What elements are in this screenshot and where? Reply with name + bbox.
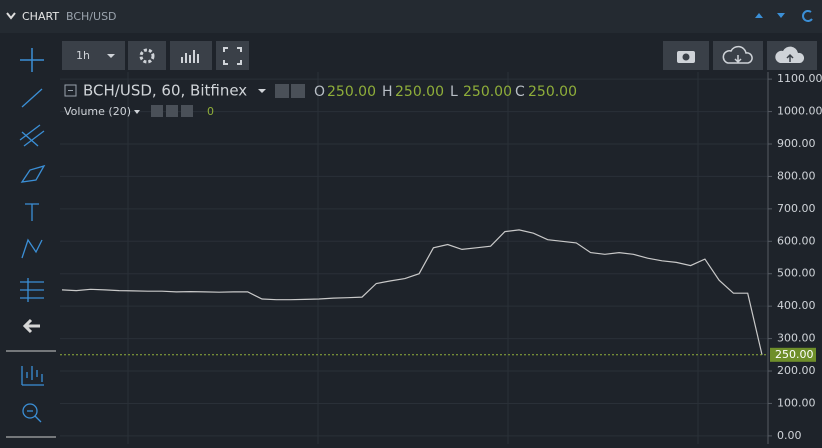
y-tick-label: 400.00 — [777, 299, 816, 312]
line-tool[interactable] — [21, 88, 43, 108]
left-toolbar — [0, 33, 58, 444]
ohlc-value: 250.00 — [528, 84, 577, 100]
last-price-box — [770, 347, 816, 362]
text-tool[interactable] — [25, 203, 39, 221]
camera-lens — [682, 53, 690, 61]
indicator-icon — [181, 50, 199, 63]
indicator-name: Volume (20) — [64, 105, 131, 118]
price-line — [61, 229, 763, 355]
upload-arrow — [786, 53, 794, 62]
header-bar — [0, 0, 822, 33]
y-tick-label: 600.00 — [777, 234, 816, 247]
cloud-download-icon — [722, 45, 753, 64]
measure-tool[interactable] — [20, 278, 44, 302]
header-title: CHART — [22, 10, 59, 23]
fullscreen-button[interactable] — [216, 41, 249, 70]
header-symbol: BCH/USD — [66, 10, 117, 23]
ohlc-value: 250.00 — [327, 84, 376, 100]
fullscreen-icon — [223, 47, 242, 65]
vertical-grid — [127, 72, 699, 444]
ohlc-key: L — [450, 84, 458, 100]
ohlc-value: 250.00 — [463, 84, 512, 100]
interval-select[interactable] — [62, 41, 125, 70]
y-tick-label: 0.00 — [777, 429, 802, 442]
gear-icon — [139, 48, 155, 64]
refresh-icon[interactable] — [802, 10, 813, 22]
ohlc-value: 250.00 — [395, 84, 444, 100]
pattern-tool[interactable] — [21, 238, 43, 259]
zoom-tool[interactable] — [22, 403, 42, 423]
down-icon[interactable] — [777, 13, 785, 18]
title-caret[interactable] — [258, 89, 266, 93]
settings-button[interactable] — [128, 41, 166, 70]
ohlc-key: H — [382, 84, 393, 100]
indicators-tool[interactable] — [21, 366, 44, 386]
ohlc-key: C — [515, 84, 525, 100]
back-tool[interactable] — [22, 318, 40, 334]
y-tick-label: 500.00 — [777, 267, 816, 280]
interval-label: 1h — [76, 49, 90, 62]
last-price-label: 250.00 — [775, 348, 814, 361]
fib-tool[interactable] — [19, 124, 45, 147]
crosshair-tool[interactable] — [20, 48, 44, 72]
plot-area — [60, 72, 768, 444]
indicator-controls[interactable] — [151, 105, 193, 117]
y-tick-label: 900.00 — [777, 137, 816, 150]
y-tick-label: 1100.00 — [777, 72, 822, 85]
dropdown-caret — [107, 54, 115, 58]
y-tick-label: 800.00 — [777, 169, 816, 182]
collapse-box[interactable] — [64, 84, 77, 97]
indicator-caret[interactable] — [134, 110, 140, 114]
brush-tool[interactable] — [20, 164, 46, 183]
y-tick-label: 200.00 — [777, 364, 816, 377]
y-tick-label: 300.00 — [777, 332, 816, 345]
series-controls[interactable] — [275, 84, 305, 98]
y-tick-label: 1000.00 — [777, 105, 822, 118]
chart-title: BCH/USD, 60, Bitfinex — [83, 82, 247, 100]
ohlc-key: O — [314, 84, 325, 100]
y-tick-label: 100.00 — [777, 396, 816, 409]
indicator-value: 0 — [207, 105, 214, 118]
y-tick-label: 700.00 — [777, 202, 816, 215]
collapse-icon[interactable] — [6, 12, 16, 20]
up-icon[interactable] — [755, 13, 763, 18]
